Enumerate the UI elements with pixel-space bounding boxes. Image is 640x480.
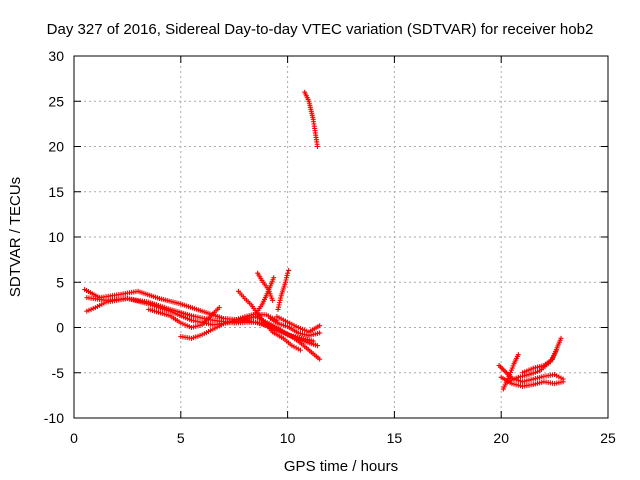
x-tick-label: 0: [70, 430, 78, 446]
data-point: [270, 297, 276, 303]
y-tick-label: -5: [52, 365, 65, 381]
data-point: [558, 335, 564, 341]
y-axis-ticks: -10 -5 0 5 10 15 20 25 30: [44, 48, 608, 426]
y-tick-label: 20: [48, 139, 64, 155]
data-point: [317, 323, 323, 329]
x-tick-label: 25: [600, 430, 616, 446]
data-point: [285, 270, 291, 276]
x-tick-label: 5: [177, 430, 185, 446]
data-point: [216, 305, 222, 311]
data-point: [515, 352, 521, 358]
data-point: [271, 275, 277, 281]
data-point: [286, 267, 292, 273]
data-point: [554, 347, 560, 353]
x-tick-label: 15: [387, 430, 403, 446]
data-point: [297, 347, 303, 353]
data-point: [560, 379, 566, 385]
x-axis-label: GPS time / hours: [284, 458, 398, 475]
data-point: [315, 343, 321, 349]
grid: [74, 56, 608, 418]
y-tick-label: 5: [56, 274, 64, 290]
y-tick-label: 0: [56, 320, 64, 336]
y-tick-label: 25: [48, 93, 64, 109]
y-tick-label: 30: [48, 48, 64, 64]
y-tick-label: -10: [44, 410, 64, 426]
x-tick-label: 10: [280, 430, 296, 446]
y-tick-label: 15: [48, 184, 64, 200]
data-point: [317, 330, 323, 336]
chart-title: Day 327 of 2016, Sidereal Day-to-day VTE…: [47, 21, 594, 38]
data-point: [315, 144, 321, 149]
y-axis-label: SDTVAR / TECUs: [7, 177, 24, 297]
data-point: [317, 356, 323, 362]
y-tick-label: 10: [48, 229, 64, 245]
x-axis-ticks: 0 5 10 15 20 25: [70, 56, 616, 446]
data-points: [82, 89, 566, 392]
x-tick-label: 20: [493, 430, 509, 446]
